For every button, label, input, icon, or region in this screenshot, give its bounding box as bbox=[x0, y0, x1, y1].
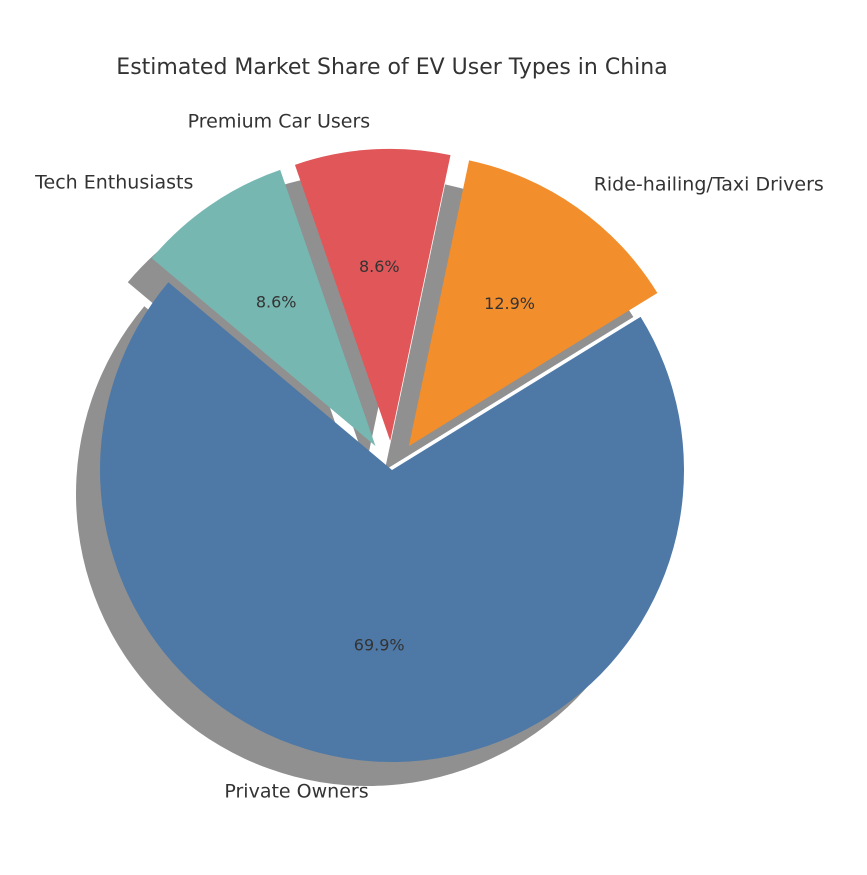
value-label-private-owners: 69.9% bbox=[354, 636, 405, 655]
label-ride-hailing-taxi-drivers: Ride-hailing/Taxi Drivers bbox=[594, 174, 824, 196]
pie-labels: Private Owners 69.9% Ride-hailing/Taxi Dri… bbox=[34, 110, 824, 802]
value-label-premium-car-users: 8.6% bbox=[359, 257, 400, 276]
slice-private-owners bbox=[100, 282, 685, 763]
slice-ride-hailing-taxi-drivers bbox=[408, 160, 658, 447]
slice-tech-enthusiasts bbox=[151, 169, 376, 446]
pie-slices bbox=[100, 148, 685, 763]
slice-premium-car-users bbox=[294, 148, 451, 441]
label-premium-car-users: Premium Car Users bbox=[188, 110, 371, 132]
value-label-tech-enthusiasts: 8.6% bbox=[256, 293, 297, 312]
label-tech-enthusiasts: Tech Enthusiasts bbox=[34, 171, 193, 193]
chart-title: Estimated Market Share of EV User Types … bbox=[116, 55, 667, 80]
label-private-owners: Private Owners bbox=[224, 780, 368, 802]
value-label-ride-hailing-taxi-drivers: 12.9% bbox=[484, 294, 535, 313]
